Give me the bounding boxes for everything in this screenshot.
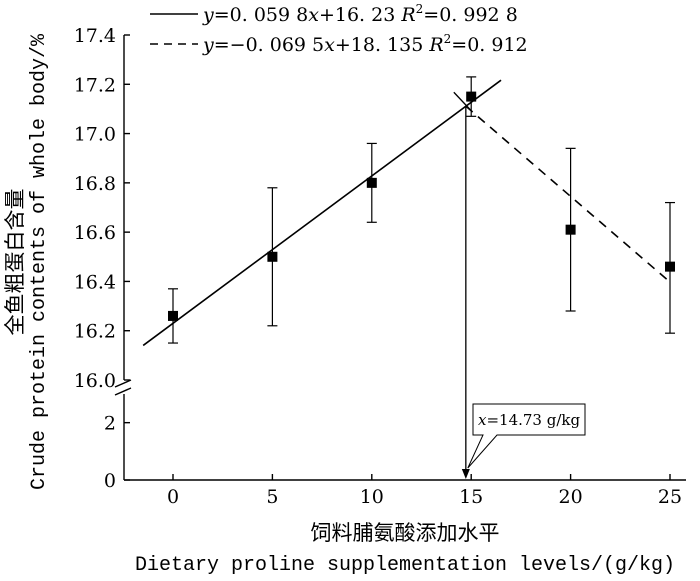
callout-box: [467, 403, 586, 469]
y-tick-label: 2: [104, 413, 116, 435]
data-points: [168, 76, 675, 344]
breakpoint-tick-mark: [453, 91, 471, 110]
breakpoint-marker: [453, 91, 471, 479]
breakpoint-arrow-head: [461, 469, 470, 479]
y-tick-label: 17.0: [74, 124, 116, 146]
legend-solid-equation: y=0. 059 8x+16. 23 R2=0. 992 8: [202, 2, 518, 26]
x-tick-label: 0: [167, 486, 179, 508]
x-tick-label: 5: [266, 486, 278, 508]
callout-label: x=14.73 g/kg: [478, 411, 580, 429]
y-ticks-upper: 16.0 16.2 16.4 16.6 16.8 17.0 17.2 17.4: [74, 25, 130, 392]
x-tick-label: 20: [559, 486, 583, 508]
y-axis-title-en: Crude protein contents of whole body/%: [28, 33, 51, 490]
data-point: [168, 310, 178, 321]
breakpoint-callout: x=14.73 g/kg: [467, 403, 586, 469]
x-tick-label: 10: [360, 486, 384, 508]
y-tick-label: 17.4: [74, 25, 116, 47]
y-tick-label: 16.8: [74, 173, 116, 195]
x-tick-label: 25: [658, 486, 682, 508]
axis-break-mark: [114, 379, 132, 396]
y-ticks-lower: 02: [104, 413, 130, 492]
x-tick-label: 15: [459, 486, 483, 508]
legend-dashed-equation: y=−0. 069 5x+18. 135 R2=0. 912: [202, 32, 528, 56]
legend: y=0. 059 8x+16. 23 R2=0. 992 8 y=−0. 069…: [150, 2, 528, 56]
x-ticks: 0 5 10 15 20 25: [167, 474, 682, 508]
data-point: [665, 261, 675, 272]
data-point: [267, 251, 278, 262]
y-tick-label: 16.2: [74, 321, 116, 343]
linear-decrease-fit-line: [465, 105, 671, 283]
y-axis-title-cn: 全鱼粗蛋白含量: [3, 189, 27, 336]
data-point: [466, 91, 477, 102]
axes: [114, 35, 686, 481]
x-axis-title-en: Dietary proline supplementation levels/(…: [135, 554, 675, 577]
y-tick-label: 16.4: [74, 271, 116, 293]
y-tick-label: 17.2: [74, 74, 116, 96]
y-tick-label: 0: [104, 470, 116, 492]
fit-lines: [142, 79, 671, 347]
data-point: [366, 177, 377, 188]
y-tick-label: 16.6: [74, 222, 116, 244]
linear-increase-fit-line: [142, 79, 502, 347]
data-point: [565, 224, 576, 235]
y-tick-label: 16.0: [74, 370, 116, 392]
x-axis-title-cn: 饲料脯氨酸添加水平: [311, 521, 500, 545]
